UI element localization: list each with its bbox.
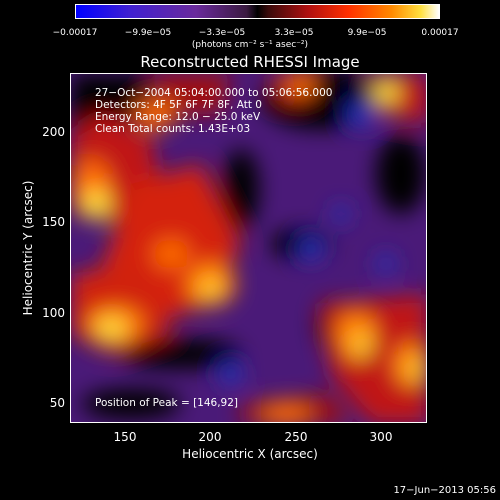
colorbar-tick: −3.3e−05 <box>198 28 246 38</box>
colorbar-tick: 0.00017 <box>421 28 459 38</box>
colorbar-unit-label: (photons cm⁻² s⁻¹ asec⁻²) <box>191 40 309 50</box>
energy-range: Energy Range: 12.0 − 25.0 keV <box>95 111 261 123</box>
colorbar <box>75 4 440 19</box>
y-tick: 200 <box>42 125 65 139</box>
plot-title: Reconstructed RHESSI Image <box>140 53 360 71</box>
colorbar-tick: −9.9e−05 <box>124 28 172 38</box>
detectors-info: Detectors: 4F 5F 6F 7F 8F, Att 0 <box>95 99 262 111</box>
x-tick: 250 <box>284 430 308 444</box>
rhessi-image-map <box>71 74 426 422</box>
x-axis-label: Heliocentric X (arcsec) <box>182 447 318 461</box>
rhessi-image: 27−Oct−2004 05:04:00.000 to 05:06:56.000… <box>70 73 427 423</box>
y-tick: 100 <box>42 306 65 320</box>
peak-position: Position of Peak = [146,92] <box>95 397 239 409</box>
y-tick: 50 <box>49 396 65 410</box>
colorbar-tick: 9.9e−05 <box>347 28 387 38</box>
x-tick: 150 <box>113 430 137 444</box>
observation-time: 27−Oct−2004 05:04:00.000 to 05:06:56.000 <box>95 87 333 99</box>
footer-timestamp: 17−Jun−2013 05:56 <box>393 485 496 496</box>
y-axis-label: Heliocentric Y (arcsec) <box>21 180 35 316</box>
colorbar-tick: −0.00017 <box>52 28 98 38</box>
x-tick: 300 <box>369 430 393 444</box>
clean-total-counts: Clean Total counts: 1.43E+03 <box>95 123 251 135</box>
colorbar-tick: 3.3e−05 <box>274 28 314 38</box>
x-tick: 200 <box>198 430 222 444</box>
y-tick: 150 <box>42 215 65 229</box>
